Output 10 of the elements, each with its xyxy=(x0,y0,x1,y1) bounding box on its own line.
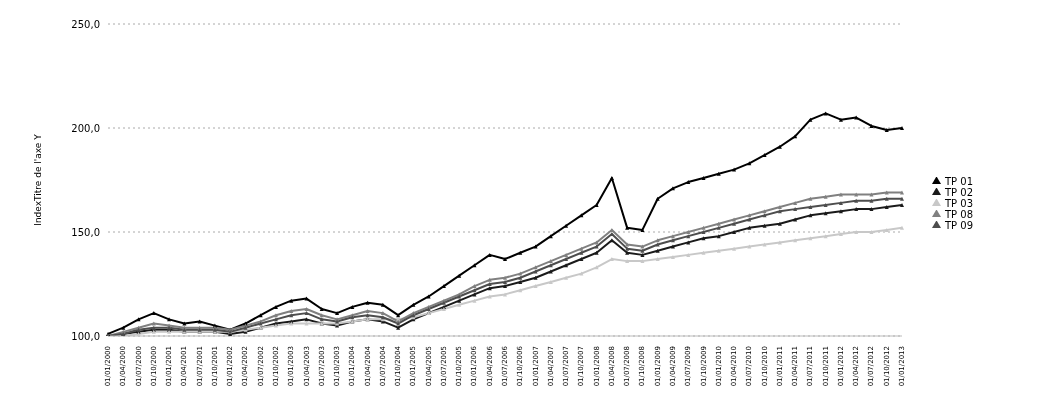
y-tick-label: 200,0 xyxy=(71,122,100,134)
y-tick-label: 250,0 xyxy=(71,18,100,30)
legend-label: TP 01 xyxy=(945,175,974,187)
legend-label: TP 03 xyxy=(945,197,974,209)
legend-label: TP 09 xyxy=(945,219,974,231)
y-axis-title: IndexTitre de l'axe Y xyxy=(33,133,44,226)
legend-label: TP 02 xyxy=(945,186,974,198)
legend-label: TP 08 xyxy=(945,208,974,220)
y-tick-label: 100,0 xyxy=(71,330,100,342)
y-tick-label: 150,0 xyxy=(71,226,100,238)
